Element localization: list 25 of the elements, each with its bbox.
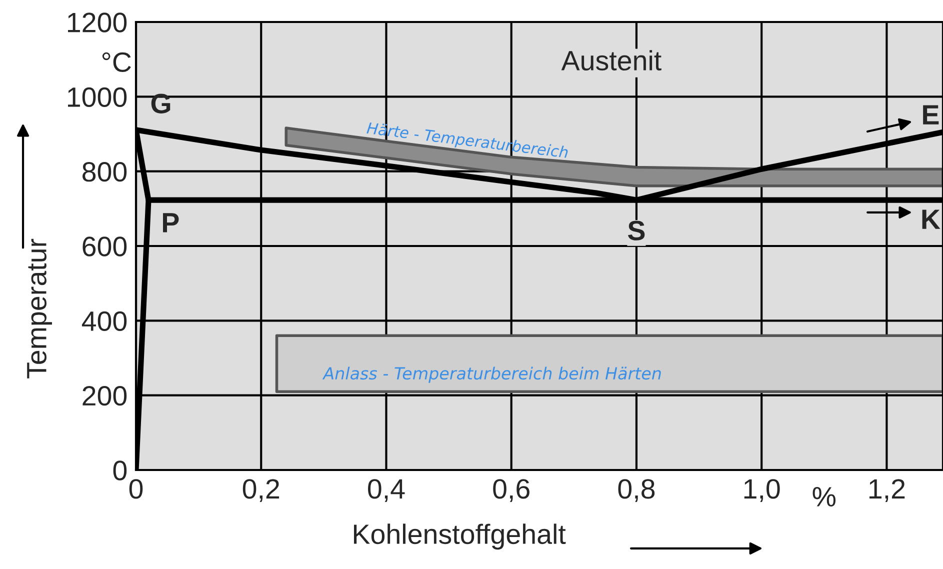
y-axis-title: Temperatur: [27, 238, 52, 378]
x-tick-label: 0,4: [368, 479, 405, 502]
annotation: Anlass - Temperaturbereich beim Härten: [322, 366, 661, 383]
y-tick-label: 600: [82, 236, 127, 256]
y-tick-label: 1000: [68, 87, 127, 108]
annotation: S: [628, 220, 645, 240]
annotation: Austenit: [561, 50, 662, 71]
x-tick-label: 0: [129, 479, 143, 499]
text: %: [812, 487, 836, 506]
x-tick-label: 1,2: [870, 479, 905, 502]
y-tick-label: 0: [113, 460, 127, 480]
annotation: K: [922, 210, 940, 229]
y-tick-label: 800: [82, 162, 127, 182]
annotation: P: [163, 213, 179, 232]
x-tick-label: 0,6: [493, 479, 530, 502]
y-tick-label: 200: [82, 386, 127, 406]
x-tick-label: 0,2: [242, 479, 280, 502]
annotation: G: [151, 94, 170, 114]
annotation: E: [923, 105, 939, 124]
x-axis-title: Kohlenstoffgehalt: [354, 524, 566, 550]
y-tick-label: 400: [82, 311, 127, 332]
text: °C: [102, 52, 131, 72]
y-tick-label: 1200: [68, 12, 127, 32]
x-tick-label: 0,8: [618, 479, 655, 502]
x-tick-label: 1,0: [744, 479, 780, 502]
